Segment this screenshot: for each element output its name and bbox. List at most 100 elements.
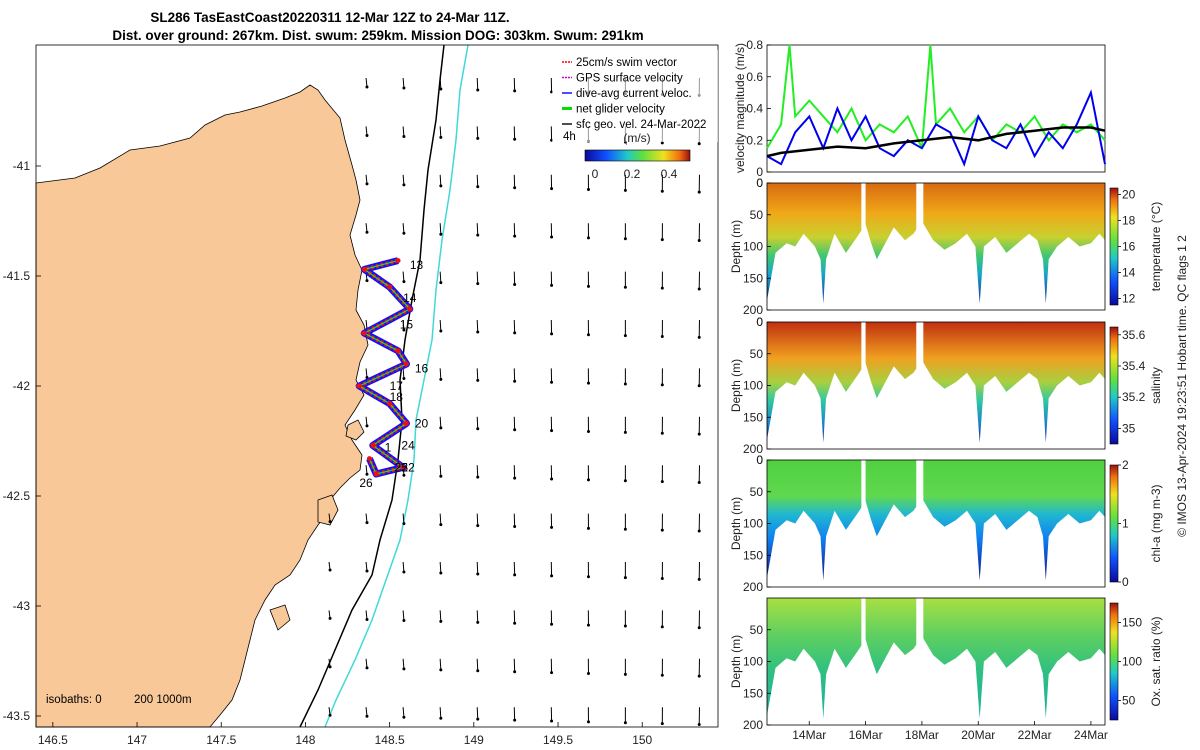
- track-green-net: [358, 260, 411, 475]
- map-xtick-label: 148.5: [375, 733, 405, 747]
- geo-arrow-head: [439, 377, 443, 381]
- geo-arrow: [365, 223, 368, 233]
- geo-arrow-head: [550, 187, 554, 191]
- map-colorbar: (m/s) 0 0.2 0.4: [584, 131, 691, 181]
- colorbar-unit: (m/s): [623, 131, 650, 145]
- geo-arrow-head: [623, 285, 627, 289]
- isobaths-label-rest: 200 1000m: [134, 694, 192, 706]
- geo-arrow-head: [402, 618, 406, 622]
- geo-arrow: [365, 658, 368, 668]
- geo-arrow-head: [623, 382, 627, 386]
- colorbar-tick-label: 35.6: [1122, 328, 1146, 342]
- geo-arrow: [365, 368, 368, 378]
- colorbar-tick-1: 0.2: [624, 167, 641, 181]
- geo-arrow-head: [476, 620, 480, 624]
- velocity-ylabel: velocity magnitude (m/s): [733, 43, 747, 173]
- velocity-ytick-label: 0.6: [746, 70, 763, 84]
- geo-arrow-head: [660, 576, 664, 580]
- geo-arrow-head: [365, 182, 369, 186]
- geo-arrow: [476, 126, 479, 139]
- geo-arrow-head: [365, 666, 369, 670]
- section-xtick-label: 20Mar: [961, 728, 995, 742]
- legend-label: GPS surface velocity: [576, 73, 683, 85]
- geo-arrow-head: [660, 141, 664, 145]
- geo-arrow-head: [550, 719, 554, 723]
- island-maria: [317, 494, 339, 526]
- figure-title-line1: SL286 TasEastCoast20220311 12-Mar 12Z to…: [150, 10, 509, 25]
- velocity-panel: 0 0.2 0.4 0.6 0.8 velocity magnitude (m/s): [733, 38, 1106, 179]
- geo-arrow: [476, 561, 479, 574]
- velocity-ytick-label: 0: [756, 165, 763, 179]
- colorbar-tick-label: 50: [1122, 694, 1136, 708]
- section-xtick-label: 18Mar: [905, 728, 939, 742]
- geo-arrow-head: [439, 135, 443, 139]
- section-ytick-label: 0: [756, 176, 763, 190]
- geo-arrow-head: [697, 529, 701, 533]
- geo-arrow-head: [697, 190, 701, 194]
- colorbar-tick-label: 18: [1122, 214, 1136, 228]
- geo-arrow-head: [439, 474, 443, 478]
- geo-arrow-head: [365, 133, 369, 137]
- geo-arrow-head: [550, 671, 554, 675]
- geo-arrow-head: [550, 429, 554, 433]
- track-point: [387, 401, 393, 407]
- geo-arrow-head: [402, 183, 406, 187]
- track-point: [400, 464, 406, 470]
- geo-arrow-head: [586, 333, 590, 337]
- geo-arrow-head: [476, 572, 480, 576]
- geo-arrow-head: [660, 189, 664, 193]
- track-point: [361, 266, 367, 272]
- geo-arrow-head: [402, 667, 406, 671]
- geo-arrow: [439, 561, 442, 574]
- geo-arrow-head: [586, 381, 590, 385]
- geo-arrow-head: [550, 477, 554, 481]
- map-legend: 25cm/s swim vector GPS surface velocity di…: [552, 50, 718, 143]
- geo-arrow: [439, 707, 442, 719]
- legend-label: dive-avg current veloc.: [576, 88, 692, 100]
- section-xtick-label: 14Mar: [792, 728, 826, 742]
- geo-arrow-head: [439, 523, 443, 527]
- geo-arrow-head: [513, 186, 517, 190]
- geo-arrow-head: [660, 673, 664, 677]
- land-mainland: [35, 84, 369, 728]
- geo-arrow: [476, 465, 479, 478]
- section-ytick-label: 200: [743, 718, 763, 732]
- track-point: [373, 471, 379, 477]
- geo-arrow: [365, 561, 368, 572]
- map-xtick-label: 146.5: [38, 733, 68, 747]
- colorbar-tick-label: 12: [1122, 292, 1136, 306]
- section-ylabel: Depth (m): [729, 635, 743, 688]
- geo-arrow-head: [623, 430, 627, 434]
- map-xtick-label: 148: [295, 733, 315, 747]
- island-schouten: [345, 419, 365, 441]
- geo-arrow: [476, 77, 479, 90]
- geo-arrow-head: [476, 524, 480, 528]
- colorbar-tick-label: 150: [1122, 616, 1142, 630]
- velocity-ytick-label: 0.2: [746, 133, 763, 147]
- geo-arrow-head: [586, 284, 590, 288]
- geo-arrow-head: [365, 569, 369, 573]
- geo-arrow-head: [439, 87, 443, 91]
- isobath-1000m: [324, 44, 469, 728]
- geo-arrow: [365, 707, 368, 717]
- geo-arrow-head: [660, 383, 664, 387]
- section-colorbar: [1109, 602, 1119, 721]
- geo-arrow-head: [623, 672, 627, 676]
- geo-arrow-head: [660, 286, 664, 290]
- geo-arrow-head: [513, 718, 517, 722]
- section-ytick-label: 0: [756, 453, 763, 467]
- geo-arrow-head: [513, 525, 517, 529]
- geo-arrow: [439, 174, 442, 186]
- geo-arrow-head: [365, 617, 369, 621]
- geo-arrow-head: [476, 717, 480, 721]
- day-label-13: 13: [410, 258, 424, 272]
- geo-arrow: [402, 561, 405, 573]
- geo-arrow: [476, 174, 479, 187]
- section-xtick-label: 24Mar: [1074, 728, 1108, 742]
- geo-arrow-head: [623, 188, 627, 192]
- section-gap: [861, 183, 866, 310]
- geo-arrow-head: [365, 424, 369, 428]
